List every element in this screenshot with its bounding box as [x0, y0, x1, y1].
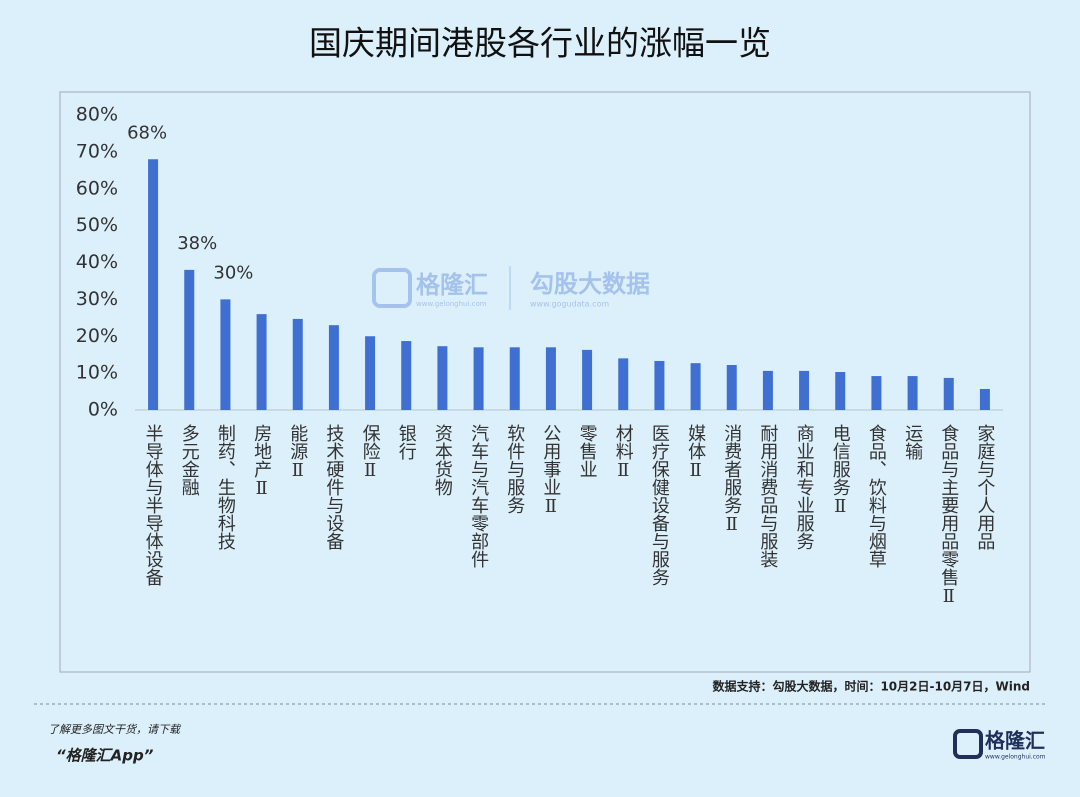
y-tick-label: 60% — [76, 177, 118, 199]
x-tick-label: 医疗保健设备与服务 — [649, 424, 670, 586]
x-tick-label: 能源Ⅱ — [287, 424, 308, 481]
bar — [401, 341, 412, 410]
watermark: 格隆汇 www.gelonghui.com 勾股大数据 www.gogudata… — [372, 266, 650, 310]
watermark-brand: 格隆汇 — [416, 271, 488, 299]
bar — [148, 159, 159, 410]
bar — [184, 269, 195, 410]
source-note: 数据支持：勾股大数据，时间：10月2日-10月7日，Wind — [712, 679, 1030, 694]
bar — [365, 336, 376, 410]
x-tick-label: 商业和专业服务 — [794, 424, 815, 550]
bar — [726, 365, 737, 410]
bar — [907, 376, 918, 410]
bar — [509, 347, 520, 410]
bar — [328, 325, 339, 410]
y-tick-label: 70% — [76, 140, 118, 162]
bar — [437, 346, 448, 410]
x-tick-label: 消费者服务Ⅱ — [721, 424, 742, 535]
watermark-brand-url: www.gelonghui.com — [416, 300, 487, 308]
x-tick-label: 材料Ⅱ — [613, 424, 634, 481]
x-tick-label: 运输 — [902, 424, 923, 461]
footer-line2: “格隆汇App” — [56, 747, 154, 765]
bar — [220, 299, 231, 410]
bar — [256, 314, 267, 410]
x-tick-label: 房地产Ⅱ — [251, 424, 272, 499]
footer-logo: 格隆汇 — [985, 729, 1045, 753]
x-tick-label: 保险Ⅱ — [360, 424, 381, 481]
y-tick-label: 20% — [76, 325, 118, 347]
y-tick-label: 80% — [76, 104, 118, 126]
bar — [618, 358, 629, 410]
x-tick-label: 半导体与半导体设备 — [143, 424, 164, 586]
x-tick-label: 制药、生物科技 — [215, 424, 236, 551]
x-tick-label: 食品与主要用品零售Ⅱ — [938, 424, 959, 607]
chart-title: 国庆期间港股各行业的涨幅一览 — [309, 24, 771, 63]
y-tick-label: 0% — [88, 399, 118, 421]
x-tick-label: 汽车与汽车零部件 — [468, 424, 489, 568]
footer-logo-icon — [953, 729, 983, 759]
x-tick-label: 技术硬件与设备 — [323, 424, 344, 550]
watermark-icon — [372, 268, 412, 308]
value-label: 68% — [127, 122, 167, 143]
x-tick-label: 资本货物 — [432, 424, 453, 496]
x-tick-label: 媒体Ⅱ — [685, 424, 706, 481]
watermark-partner: 勾股大数据 — [530, 270, 650, 298]
bar — [835, 372, 846, 410]
bar — [582, 349, 593, 410]
x-tick-label: 软件与服务 — [504, 424, 525, 514]
x-tick-label: 银行 — [396, 424, 417, 460]
y-tick-label: 50% — [76, 214, 118, 236]
bar — [473, 347, 484, 410]
bar — [690, 363, 701, 410]
x-tick-label: 耐用消费品与服装 — [757, 424, 778, 568]
value-label: 30% — [213, 262, 253, 283]
value-label: 38% — [177, 233, 217, 254]
y-tick-label: 40% — [76, 251, 118, 273]
x-tick-label: 多元金融 — [179, 424, 200, 496]
bar — [871, 376, 882, 410]
plot-frame — [59, 91, 1031, 673]
watermark-partner-url: www.gogudata.com — [530, 300, 609, 309]
footer-line1: 了解更多图文干货，请下载 — [48, 723, 182, 736]
bar — [654, 360, 665, 410]
x-tick-label: 家庭与个人用品 — [974, 424, 995, 550]
bar — [799, 370, 810, 410]
x-tick-label: 零售业 — [577, 424, 598, 478]
x-tick-label: 电信服务Ⅱ — [830, 424, 851, 517]
x-tick-label: 食品、饮料与烟草 — [866, 424, 887, 568]
bar — [545, 347, 556, 410]
bar — [292, 318, 303, 410]
bar — [762, 370, 773, 410]
y-tick-label: 30% — [76, 288, 118, 310]
bar — [979, 388, 990, 410]
footer-logo-url: www.gelonghui.com — [985, 754, 1046, 761]
y-tick-label: 10% — [76, 362, 118, 384]
bar — [943, 377, 954, 410]
x-tick-label: 公用事业Ⅱ — [540, 424, 561, 517]
